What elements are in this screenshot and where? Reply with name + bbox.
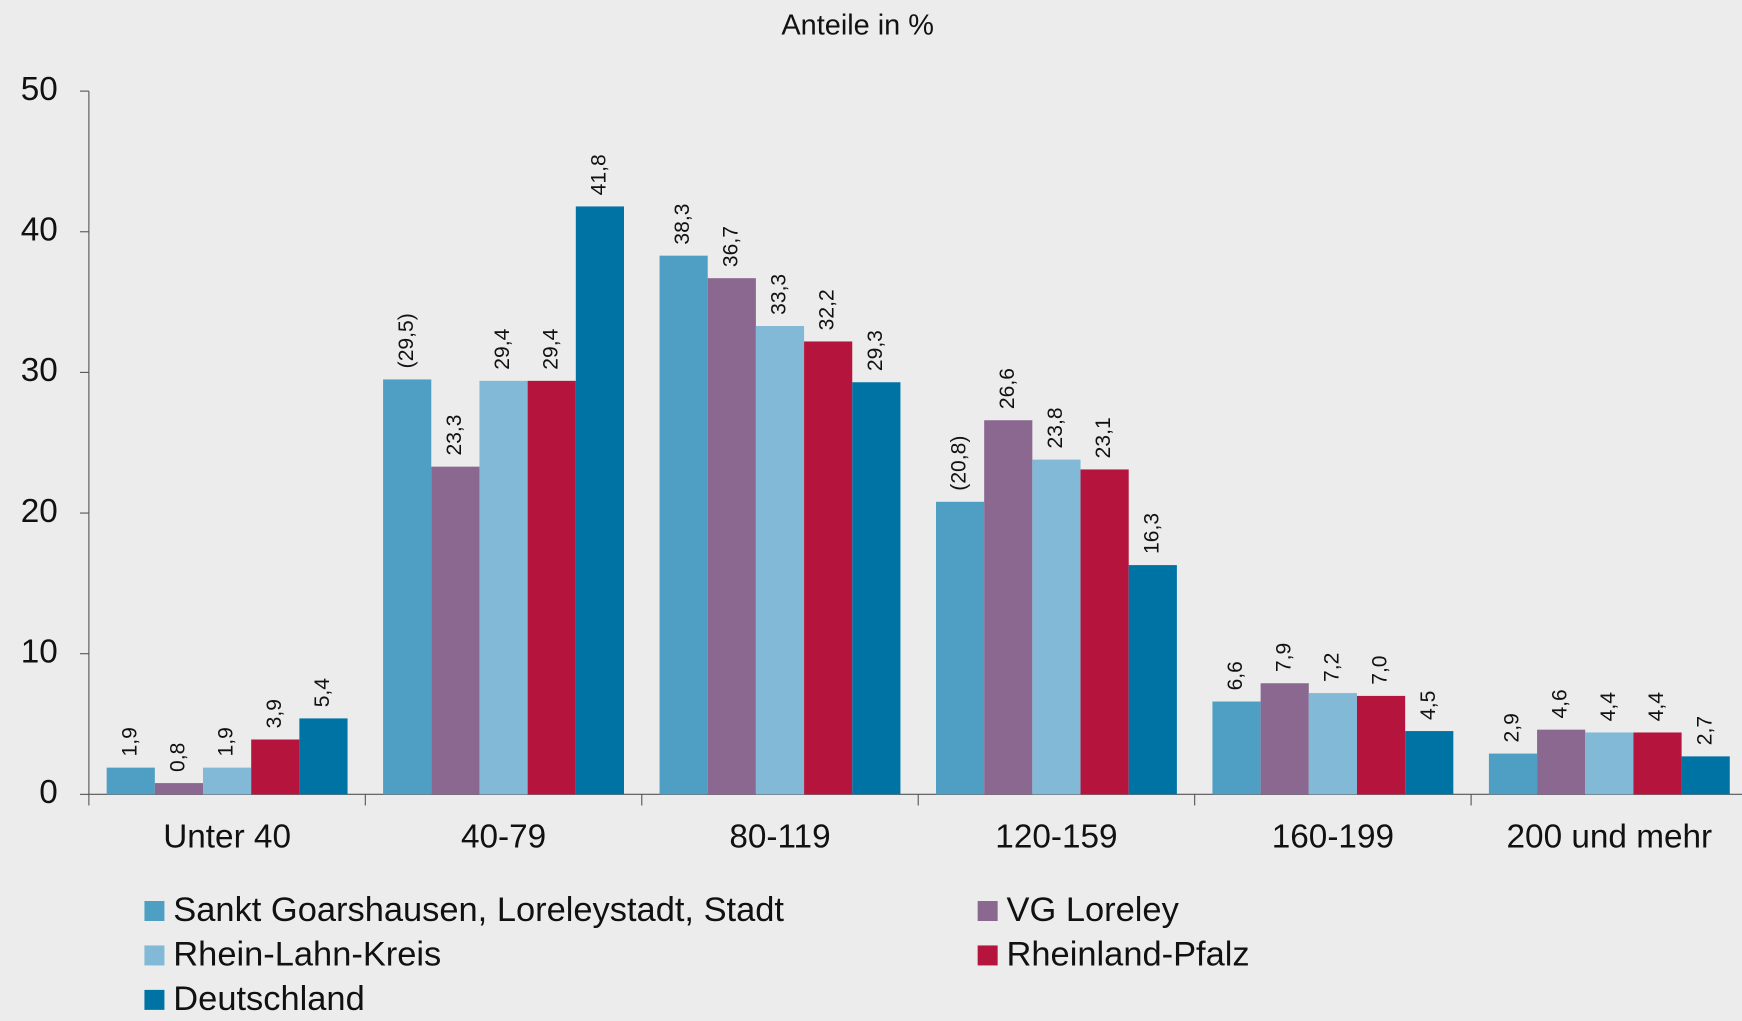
legend-label: VG Loreley [1007, 891, 1180, 929]
bar [755, 325, 805, 795]
value-label: 29,3 [864, 330, 887, 371]
value-label: 29,4 [491, 328, 514, 369]
x-tick-label: Unter 40 [163, 819, 291, 856]
value-label: (20,8) [948, 436, 971, 491]
value-label: 1,9 [118, 727, 141, 756]
x-tick-label: 160-199 [1272, 819, 1394, 856]
value-label: 3,9 [263, 699, 286, 728]
bar [527, 380, 576, 795]
bar [1405, 731, 1454, 795]
bar [659, 255, 708, 795]
bar [154, 783, 204, 795]
bar [1212, 701, 1261, 795]
value-label: 4,5 [1417, 691, 1440, 720]
bar [251, 739, 300, 795]
bar [1585, 732, 1634, 795]
bar [1308, 693, 1357, 795]
bar [852, 382, 901, 795]
legend-swatch [144, 901, 165, 922]
bar [203, 767, 252, 795]
legend-swatch [977, 945, 998, 966]
value-label: 7,2 [1320, 653, 1343, 682]
y-tick-label: 20 [21, 493, 58, 530]
bar [1032, 459, 1081, 795]
x-tick-label: 80-119 [729, 819, 830, 856]
legend-swatch [144, 989, 165, 1010]
value-label: 0,8 [166, 743, 189, 772]
value-label: 4,4 [1645, 692, 1668, 722]
x-tick-label: 200 und mehr [1507, 819, 1713, 856]
legend-swatch [144, 945, 165, 966]
y-tick-label: 50 [21, 71, 58, 108]
legend-label: Rhein-Lahn-Kreis [173, 936, 441, 974]
value-label: 41,8 [587, 154, 610, 195]
bar [1633, 732, 1682, 795]
bar [1356, 695, 1406, 795]
y-tick-label: 30 [21, 352, 58, 389]
bar [1537, 729, 1586, 795]
value-label: 26,6 [996, 368, 1019, 409]
value-label: 33,3 [768, 274, 791, 315]
bar [1080, 469, 1129, 795]
bar [1488, 753, 1538, 795]
legend-label: Sankt Goarshausen, Loreleystadt, Stadt [173, 891, 784, 929]
bar [383, 379, 432, 795]
bar [431, 466, 480, 795]
legend-swatch [977, 901, 998, 922]
value-label: 2,7 [1693, 716, 1716, 745]
value-label: 16,3 [1140, 513, 1163, 554]
legend-label: Deutschland [173, 980, 364, 1018]
chart-title: Anteile in % [781, 9, 933, 41]
bar [106, 767, 155, 795]
bar [804, 341, 853, 795]
value-label: 4,4 [1597, 692, 1620, 722]
bar [707, 278, 756, 795]
value-label: 1,9 [215, 727, 238, 756]
bar [1260, 683, 1309, 795]
value-label: 38,3 [671, 203, 694, 244]
value-label: (29,5) [395, 313, 418, 368]
y-tick-label: 10 [21, 634, 58, 671]
value-label: 29,4 [539, 328, 562, 369]
value-label: 7,9 [1272, 643, 1295, 672]
bar [299, 718, 348, 795]
value-label: 7,0 [1369, 655, 1392, 684]
x-tick-label: 120-159 [995, 819, 1117, 856]
value-label: 5,4 [311, 678, 334, 708]
bar [1128, 565, 1177, 795]
bar [479, 380, 528, 795]
value-label: 4,6 [1549, 689, 1572, 718]
bar [1681, 756, 1730, 795]
value-label: 23,1 [1092, 417, 1115, 458]
value-label: 23,8 [1044, 407, 1067, 448]
bar [935, 501, 985, 795]
value-label: 23,3 [443, 414, 466, 455]
value-label: 6,6 [1224, 661, 1247, 690]
y-tick-label: 0 [39, 774, 58, 811]
x-tick-label: 40-79 [461, 819, 546, 856]
y-tick-label: 40 [21, 212, 58, 249]
bar [984, 420, 1033, 795]
bar [575, 206, 624, 795]
value-label: 2,9 [1501, 713, 1524, 742]
value-label: 36,7 [719, 226, 742, 267]
legend-label: Rheinland-Pfalz [1007, 936, 1250, 974]
value-label: 32,2 [816, 289, 839, 330]
